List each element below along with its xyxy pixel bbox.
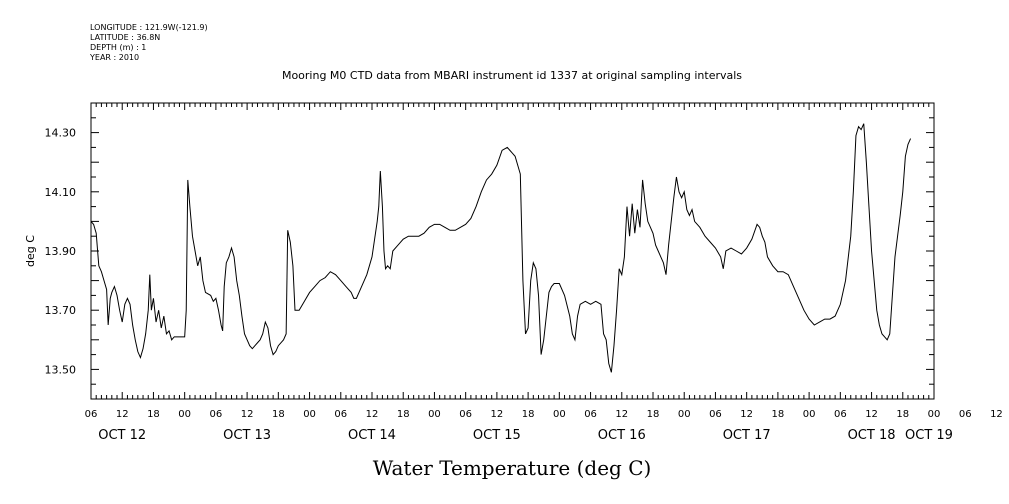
- day-label: OCT 18: [848, 428, 896, 443]
- x-tick-label: 00: [553, 409, 566, 420]
- day-label: OCT 17: [723, 428, 771, 443]
- day-label: OCT 16: [598, 428, 646, 443]
- x-tick-label: 18: [522, 409, 535, 420]
- meta-depth: DEPTH (m) : 1: [90, 43, 146, 52]
- x-tick-label: 12: [615, 409, 628, 420]
- meta-longitude: LONGITUDE : 121.9W(-121.9): [90, 23, 208, 32]
- metadata-block: LONGITUDE : 121.9W(-121.9) LATITUDE : 36…: [89, 23, 208, 62]
- x-tick-label: 06: [334, 409, 347, 420]
- x-tick-label: 00: [803, 409, 816, 420]
- x-tick-label: 12: [241, 409, 254, 420]
- day-label: OCT 13: [223, 428, 271, 443]
- x-tick-label: 06: [85, 409, 98, 420]
- x-tick-label: 06: [959, 409, 972, 420]
- plot-frame: [90, 102, 935, 400]
- y-tick-label: 14.30: [45, 127, 77, 140]
- x-tick-label: 00: [178, 409, 191, 420]
- y-tick-label: 13.70: [45, 304, 77, 317]
- x-tick-label: 06: [584, 409, 597, 420]
- chart-title: Mooring M0 CTD data from MBARI instrumen…: [282, 69, 742, 82]
- y-tick-label: 13.90: [45, 245, 77, 258]
- x-axis-title: Water Temperature (deg C): [373, 456, 652, 480]
- x-tick-label: 12: [740, 409, 753, 420]
- water-temperature-line: [90, 123, 912, 373]
- x-tick-label: 12: [990, 409, 1003, 420]
- y-axis-label: deg C: [24, 235, 37, 267]
- y-tick-label: 13.50: [45, 363, 77, 376]
- x-tick-label: 18: [397, 409, 410, 420]
- x-tick-label: 18: [896, 409, 909, 420]
- x-tick-label: 18: [272, 409, 285, 420]
- x-tick-label: 00: [303, 409, 316, 420]
- x-tick-label: 18: [647, 409, 660, 420]
- x-tick-label: 00: [428, 409, 441, 420]
- x-tick-labels: 06 12 18 00 06 12 18 00 06 12 18 00 06 12 18 00 06 12 18 00…: [85, 409, 1003, 420]
- x-tick-label: 06: [709, 409, 722, 420]
- x-tick-label: 12: [366, 409, 379, 420]
- day-label: OCT 12: [98, 428, 146, 443]
- day-label: OCT 15: [473, 428, 521, 443]
- day-label: OCT 14: [348, 428, 396, 443]
- meta-latitude: LATITUDE : 36.8N: [90, 33, 160, 42]
- x-tick-label: 18: [147, 409, 160, 420]
- y-tick-labels: 14.30 14.10 13.90 13.70 13.50: [45, 127, 77, 377]
- x-tick-label: 06: [834, 409, 847, 420]
- x-tick-label: 06: [459, 409, 472, 420]
- x-tick-label: 00: [928, 409, 941, 420]
- x-tick-label: 06: [210, 409, 223, 420]
- meta-year: YEAR : 2010: [89, 53, 139, 62]
- x-tick-label: 12: [116, 409, 129, 420]
- y-tick-label: 14.10: [45, 186, 77, 199]
- x-tick-label: 12: [865, 409, 878, 420]
- x-tick-label: 18: [772, 409, 785, 420]
- axis-ticks: [90, 102, 935, 400]
- x-tick-label: 00: [678, 409, 691, 420]
- day-label: OCT 19: [905, 428, 953, 443]
- x-tick-label: 12: [491, 409, 504, 420]
- day-labels: OCT 12 OCT 13 OCT 14 OCT 15 OCT 16 OCT 17 OCT …: [98, 428, 953, 443]
